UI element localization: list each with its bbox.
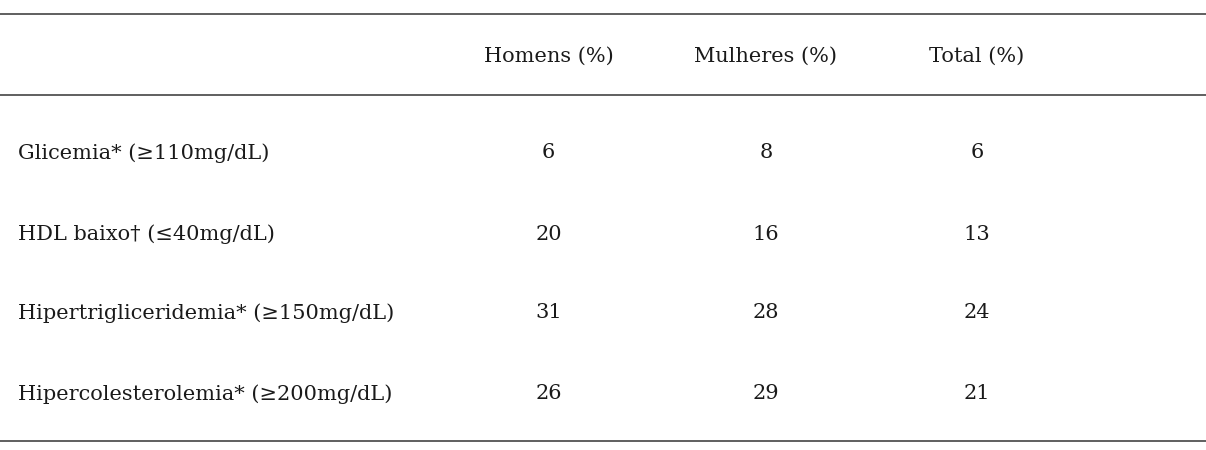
Text: Hipercolesterolemia* (≥200mg/dL): Hipercolesterolemia* (≥200mg/dL) xyxy=(18,384,392,404)
Text: Hipertrigliceridemia* (≥150mg/dL): Hipertrigliceridemia* (≥150mg/dL) xyxy=(18,303,394,323)
Text: 26: 26 xyxy=(535,384,562,403)
Text: 16: 16 xyxy=(753,225,779,243)
Text: 24: 24 xyxy=(964,303,990,322)
Text: Glicemia* (≥110mg/dL): Glicemia* (≥110mg/dL) xyxy=(18,143,269,163)
Text: 21: 21 xyxy=(964,384,990,403)
Text: 20: 20 xyxy=(535,225,562,243)
Text: 31: 31 xyxy=(535,303,562,322)
Text: Mulheres (%): Mulheres (%) xyxy=(695,47,837,66)
Text: 29: 29 xyxy=(753,384,779,403)
Text: 28: 28 xyxy=(753,303,779,322)
Text: 8: 8 xyxy=(760,144,772,162)
Text: 6: 6 xyxy=(543,144,555,162)
Text: 13: 13 xyxy=(964,225,990,243)
Text: Total (%): Total (%) xyxy=(930,47,1024,66)
Text: Homens (%): Homens (%) xyxy=(484,47,614,66)
Text: 6: 6 xyxy=(971,144,983,162)
Text: HDL baixo† (≤40mg/dL): HDL baixo† (≤40mg/dL) xyxy=(18,224,275,244)
